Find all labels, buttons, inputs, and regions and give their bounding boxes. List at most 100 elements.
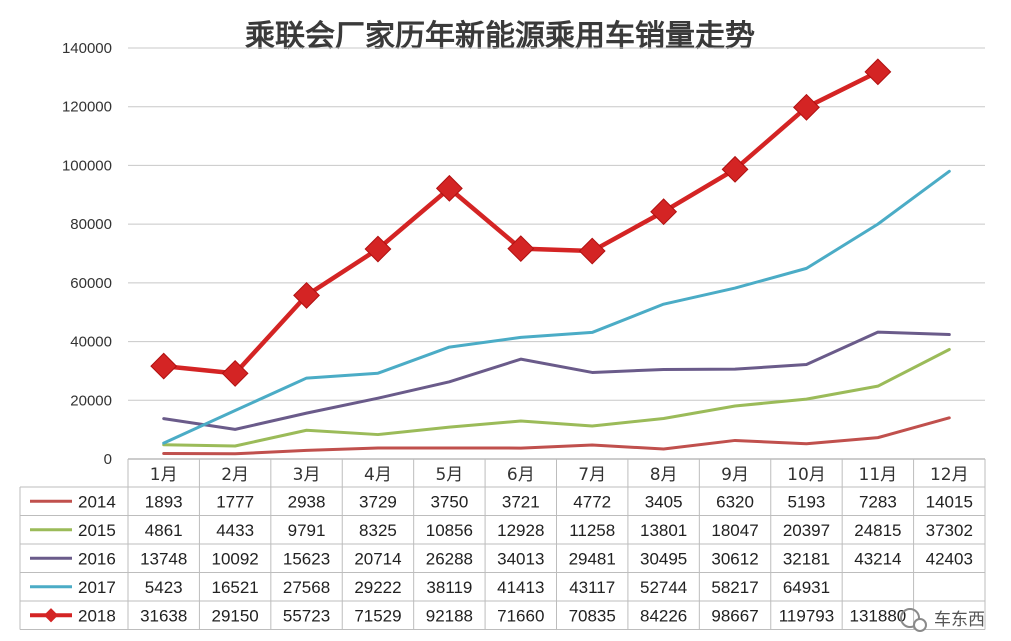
table-cell: 3721 <box>502 492 540 511</box>
data-point <box>650 198 678 226</box>
table-cell: 16521 <box>211 578 258 597</box>
y-tick-label: 100000 <box>62 157 112 174</box>
table-cell: 13801 <box>640 521 687 540</box>
legend-label: 2018 <box>78 606 116 625</box>
x-tick-label: 3月 <box>293 465 321 485</box>
table-cell: 20714 <box>354 549 401 568</box>
table-cell: 37302 <box>926 521 973 540</box>
series-line-2016 <box>162 330 951 431</box>
legend-label: 2017 <box>78 578 116 597</box>
data-point <box>507 235 535 263</box>
x-tick-label: 9月 <box>721 465 749 485</box>
x-tick-label: 7月 <box>578 465 606 485</box>
table-cell: 13748 <box>140 549 187 568</box>
table-cell: 58217 <box>711 578 758 597</box>
table-cell: 7283 <box>859 492 897 511</box>
table-cell: 32181 <box>783 549 830 568</box>
y-tick-label: 0 <box>104 451 112 468</box>
watermark-icon-small <box>913 618 927 632</box>
table-cell: 29481 <box>569 549 616 568</box>
legend-label: 2016 <box>78 549 116 568</box>
table-cell: 71529 <box>354 606 401 625</box>
series-line-2018 <box>161 69 881 376</box>
table-cell: 8325 <box>359 521 397 540</box>
table-cell: 2938 <box>288 492 326 511</box>
series-line-2015 <box>162 347 951 448</box>
y-tick-label: 80000 <box>70 216 112 233</box>
y-tick-label: 40000 <box>70 334 112 351</box>
table-cell: 3750 <box>430 492 468 511</box>
data-point <box>793 93 820 121</box>
x-tick-label: 6月 <box>507 465 535 485</box>
legend-label: 2015 <box>78 521 116 540</box>
table-cell: 98667 <box>711 606 758 625</box>
table-cell: 5423 <box>145 578 183 597</box>
legend-marker <box>43 608 59 623</box>
table-cell: 1777 <box>216 492 254 511</box>
table-cell: 34013 <box>497 549 544 568</box>
table-cell: 55723 <box>283 606 330 625</box>
table-cell: 1893 <box>145 492 183 511</box>
table-cell: 5193 <box>788 492 826 511</box>
legend-label: 2014 <box>78 492 116 511</box>
y-tick-label: 140000 <box>62 40 112 57</box>
table-cell: 71660 <box>497 606 544 625</box>
watermark-icon <box>900 608 920 628</box>
y-tick-label: 20000 <box>70 392 112 409</box>
y-tick-label: 60000 <box>70 275 112 292</box>
x-tick-label: 1月 <box>150 465 178 485</box>
table-cell: 64931 <box>783 578 830 597</box>
table-cell: 24815 <box>854 521 901 540</box>
data-point <box>293 281 320 309</box>
x-tick-label: 5月 <box>435 465 463 485</box>
x-tick-label: 12月 <box>930 465 969 485</box>
x-tick-label: 11月 <box>859 465 898 485</box>
table-cell: 131880 <box>850 606 907 625</box>
chart-title: 乘联会厂家历年新能源乘用车销量走势 <box>245 19 755 54</box>
table-cell: 4772 <box>573 492 611 511</box>
table-cell: 84226 <box>640 606 687 625</box>
table-cell: 14015 <box>926 492 973 511</box>
table-cell: 29222 <box>354 578 401 597</box>
data-table: 1月 2月 3月 4月 5月 6月 7月 8月 9月 10月 11月 12月 2014 1893 1777 2… <box>19 459 986 630</box>
table-cell: 70835 <box>569 606 616 625</box>
table-cell: 29150 <box>211 606 258 625</box>
table-cell: 10856 <box>426 521 473 540</box>
data-point <box>721 155 749 183</box>
series-lines <box>150 58 951 456</box>
table-cell: 42403 <box>926 549 973 568</box>
grid-lines <box>128 47 985 460</box>
table-cell: 10092 <box>211 549 258 568</box>
table-cell: 26288 <box>426 549 473 568</box>
table-cell: 15623 <box>283 549 330 568</box>
table-cell: 20397 <box>783 521 830 540</box>
y-tick-label: 120000 <box>62 99 112 116</box>
data-point <box>221 359 249 387</box>
table-cell: 43117 <box>569 578 615 597</box>
table-cell: 92188 <box>426 606 473 625</box>
table-cell: 9791 <box>288 521 326 540</box>
x-tick-label: 10月 <box>787 465 826 485</box>
table-cell: 4861 <box>145 521 183 540</box>
table-cell: 12928 <box>497 521 544 540</box>
table-cell: 30612 <box>711 549 758 568</box>
watermark-text: 车东西 <box>934 610 985 630</box>
watermark: 车东西 <box>900 608 985 632</box>
series-line-2014 <box>162 416 951 456</box>
data-point <box>435 174 463 202</box>
table-cell: 3729 <box>359 492 397 511</box>
table-cell: 30495 <box>640 549 687 568</box>
data-point <box>150 352 178 380</box>
table-cell: 11258 <box>569 521 615 540</box>
x-tick-label: 4月 <box>364 465 392 485</box>
table-cell: 3405 <box>645 492 683 511</box>
table-cell: 52744 <box>640 578 687 597</box>
x-tick-label: 2月 <box>221 465 249 485</box>
table-cell: 4433 <box>216 521 254 540</box>
table-cell: 119793 <box>779 606 834 625</box>
x-tick-label: 8月 <box>650 465 678 485</box>
data-point <box>364 235 392 263</box>
table-cell: 6320 <box>716 492 754 511</box>
series-line-2017 <box>162 169 951 445</box>
